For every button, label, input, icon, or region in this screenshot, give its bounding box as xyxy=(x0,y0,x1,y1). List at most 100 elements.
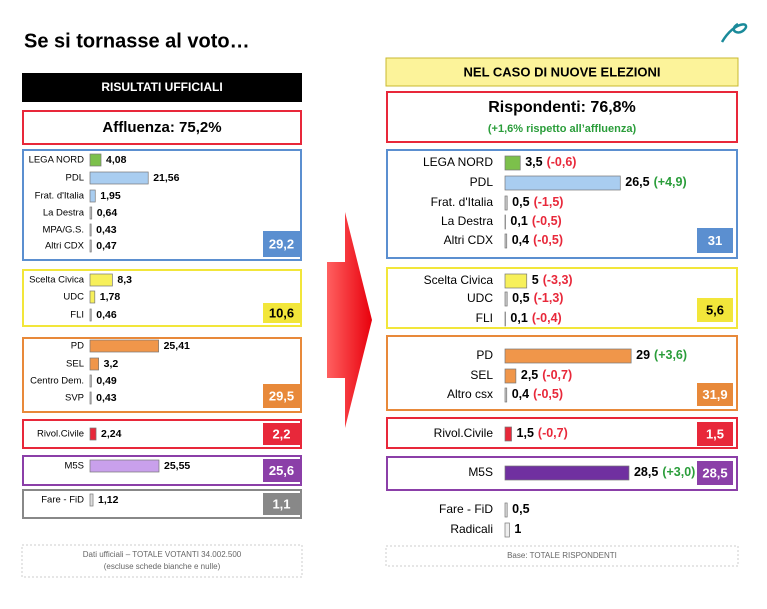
value-label: 0,64 xyxy=(97,207,118,219)
value-label: 25,41 xyxy=(164,340,190,352)
bar xyxy=(89,357,99,371)
bar xyxy=(89,206,93,220)
bar xyxy=(89,273,113,287)
value: 0,5 xyxy=(512,291,529,305)
footnote: Base: TOTALE RISPONDENTI xyxy=(507,551,617,560)
right-header-bg xyxy=(385,57,739,87)
group-box xyxy=(22,455,302,486)
value-label: 0,49 xyxy=(96,375,117,387)
party-name: FLI xyxy=(476,311,493,325)
bar xyxy=(89,153,102,167)
value-label: 2,24 xyxy=(101,428,122,440)
total-box xyxy=(697,383,733,406)
value: 0,4 xyxy=(512,233,529,247)
bar xyxy=(89,493,94,507)
group-box xyxy=(386,267,738,329)
bar xyxy=(89,374,92,388)
bar xyxy=(504,522,510,538)
bar xyxy=(89,308,92,322)
group-box xyxy=(22,149,302,261)
total-label: 10,6 xyxy=(269,305,294,320)
value: 0,1 xyxy=(510,311,527,325)
total-label: 29,2 xyxy=(269,236,294,251)
bar xyxy=(504,233,508,249)
value: 21,56 xyxy=(153,172,179,184)
value-label: 0,43 xyxy=(96,392,117,404)
right-header: NEL CASO DI NUOVE ELEZIONI xyxy=(464,64,661,79)
bar xyxy=(89,391,92,405)
group-box xyxy=(22,419,302,449)
party-name: PD xyxy=(476,348,493,362)
respondents-note: (+1,6% rispetto all’affluenza) xyxy=(488,123,637,135)
total-box xyxy=(697,422,733,446)
value-label: 0,1 (-0,4) xyxy=(510,311,561,325)
party-name: LEGA NORD xyxy=(29,155,85,166)
group-box xyxy=(22,269,302,327)
total-box xyxy=(263,384,300,408)
party-name: PDL xyxy=(66,173,84,184)
value-label: 3,5 (-0,6) xyxy=(525,155,576,169)
value-label: 0,1 (-0,5) xyxy=(510,214,561,228)
group-box xyxy=(22,337,302,413)
value-label: 1,5 (-0,7) xyxy=(517,426,568,440)
party-name: Rivol.Civile xyxy=(434,426,494,440)
value-label: 0,47 xyxy=(96,240,117,252)
party-name: Altro csx xyxy=(447,387,493,401)
total-label: 25,6 xyxy=(269,463,294,478)
value-label: 29 (+3,6) xyxy=(636,348,687,362)
value-label: 4,08 xyxy=(106,154,127,166)
bar xyxy=(89,427,97,441)
bar xyxy=(504,465,630,481)
bar xyxy=(89,239,92,253)
party-name: Fare - FiD xyxy=(439,502,493,516)
value: 5 xyxy=(532,273,539,287)
value: 1,78 xyxy=(100,291,121,303)
value-label: 0,46 xyxy=(96,309,117,321)
total-box xyxy=(263,303,300,323)
value-label: 0,4 (-0,5) xyxy=(512,387,563,401)
value: 0,64 xyxy=(97,207,118,219)
value: 26,5 xyxy=(625,175,649,189)
bar xyxy=(504,502,508,518)
bar xyxy=(89,189,96,203)
total-label: 31 xyxy=(708,233,722,248)
respondents: Rispondenti: 76,8% xyxy=(488,99,636,116)
value-label: 0,4 (-0,5) xyxy=(512,233,563,247)
total-label: 1,5 xyxy=(706,426,724,441)
party-name: Altri CDX xyxy=(45,241,85,252)
party-name: Centro Dem. xyxy=(30,376,84,387)
value-label: 2,5 (-0,7) xyxy=(521,368,572,382)
party-name: SEL xyxy=(66,359,84,370)
value-label: 1,95 xyxy=(100,190,121,202)
party-name: La Destra xyxy=(43,208,85,219)
bar xyxy=(504,426,512,442)
value: 3,5 xyxy=(525,155,542,169)
party-name: Altri CDX xyxy=(444,233,493,247)
change: (-0,5) xyxy=(532,214,562,228)
value: 0,1 xyxy=(510,214,527,228)
party-name: Rivol.Civile xyxy=(37,429,84,440)
party-name: Frat. d'Italia xyxy=(431,195,494,209)
bar xyxy=(89,171,149,185)
value-label: 0,43 xyxy=(96,224,117,236)
total-box xyxy=(263,459,300,482)
bar xyxy=(89,459,160,473)
group-box xyxy=(386,149,738,259)
value: 0,4 xyxy=(512,387,529,401)
value: 1 xyxy=(514,522,521,536)
value-label: 8,3 xyxy=(117,274,132,286)
value-label: 5 (-3,3) xyxy=(532,273,573,287)
party-name: SEL xyxy=(470,368,493,382)
turnout: Affluenza: 75,2% xyxy=(102,119,221,136)
total-label: 31,9 xyxy=(702,387,727,402)
total-label: 2,2 xyxy=(272,426,290,441)
value: 0,49 xyxy=(96,375,117,387)
value-label: 1,12 xyxy=(98,494,119,506)
value: 8,3 xyxy=(117,274,132,286)
value-label: 0,5 (-1,5) xyxy=(512,195,563,209)
value: 0,43 xyxy=(96,224,117,236)
left-header-bg xyxy=(22,73,302,102)
change: (-1,3) xyxy=(534,291,564,305)
party-name: Fare - FiD xyxy=(41,495,84,506)
value: 29 xyxy=(636,348,650,362)
